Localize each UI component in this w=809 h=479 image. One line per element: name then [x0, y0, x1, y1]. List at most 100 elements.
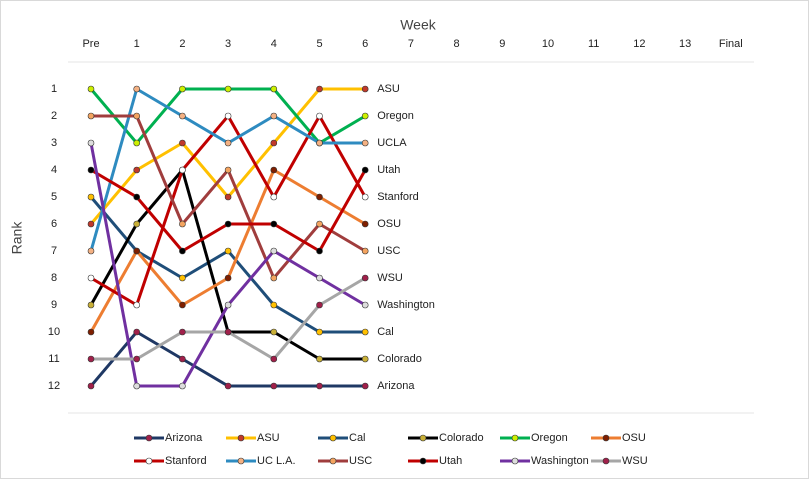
end-label: Cal — [377, 326, 394, 338]
point-marker — [316, 274, 323, 282]
point-marker — [179, 220, 186, 228]
point-marker — [270, 301, 278, 309]
point-marker — [270, 382, 278, 390]
point-marker — [87, 166, 95, 174]
point-marker — [270, 193, 278, 201]
point-marker — [361, 220, 369, 228]
point-marker — [316, 355, 323, 363]
x-tick-label: 1 — [134, 38, 140, 50]
legend-label: Colorado — [439, 432, 484, 444]
point-marker — [224, 193, 232, 201]
point-marker — [87, 355, 95, 363]
legend-label: UC L.A. — [257, 455, 296, 467]
end-label: Colorado — [377, 353, 422, 365]
y-tick-label: 5 — [51, 191, 57, 203]
legend-marker — [602, 434, 610, 442]
point-marker — [87, 328, 95, 336]
point-marker — [179, 382, 186, 390]
point-marker — [179, 355, 186, 363]
x-tick-label: 4 — [271, 38, 277, 50]
legend-marker — [419, 457, 427, 465]
y-tick-label: 2 — [51, 110, 57, 122]
point-marker — [179, 139, 186, 147]
point-marker — [133, 355, 140, 363]
point-marker — [87, 382, 95, 390]
point-marker — [87, 85, 95, 93]
point-marker — [361, 355, 369, 363]
point-marker — [270, 247, 278, 255]
point-marker — [224, 274, 232, 282]
point-marker — [224, 85, 232, 93]
legend-label: OSU — [622, 432, 646, 444]
point-marker — [316, 382, 323, 390]
point-marker — [224, 166, 232, 174]
y-tick-label: 7 — [51, 245, 57, 257]
y-tick-label: 9 — [51, 299, 57, 311]
legend-marker — [145, 434, 153, 442]
point-marker — [133, 139, 140, 147]
x-tick-label: 8 — [454, 38, 460, 50]
point-marker — [87, 193, 95, 201]
point-marker — [270, 139, 278, 147]
legend-label: Cal — [349, 432, 366, 444]
y-tick-label: 12 — [48, 380, 60, 392]
x-tick-label: 3 — [225, 38, 231, 50]
legend-marker — [237, 457, 245, 465]
point-marker — [361, 301, 369, 309]
point-marker — [179, 274, 186, 282]
point-marker — [87, 220, 95, 228]
x-tick-label: 5 — [316, 38, 322, 50]
legend-label: Arizona — [165, 432, 203, 444]
point-marker — [224, 220, 232, 228]
point-marker — [133, 166, 140, 174]
point-marker — [133, 193, 140, 201]
legend-label: Utah — [439, 455, 462, 467]
legend-marker — [419, 434, 427, 442]
x-axis-title: Week — [400, 17, 437, 33]
legend-marker — [145, 457, 153, 465]
point-marker — [133, 85, 140, 93]
legend-label: Stanford — [165, 455, 207, 467]
legend-marker — [602, 457, 610, 465]
end-label: WSU — [377, 272, 403, 284]
legend-label: USC — [349, 455, 372, 467]
point-marker — [361, 328, 369, 336]
y-tick-label: 11 — [48, 353, 59, 365]
point-marker — [361, 85, 369, 93]
point-marker — [361, 382, 369, 390]
point-marker — [270, 274, 278, 282]
point-marker — [316, 139, 323, 147]
legend-label: WSU — [622, 455, 648, 467]
point-marker — [224, 301, 232, 309]
legend-label: Washington — [531, 455, 589, 467]
point-marker — [179, 247, 186, 255]
point-marker — [87, 112, 95, 120]
point-marker — [87, 301, 95, 309]
point-marker — [270, 112, 278, 120]
y-tick-label: 4 — [51, 164, 57, 176]
end-label: UCLA — [377, 137, 407, 149]
point-marker — [133, 220, 140, 228]
legend-marker — [329, 434, 337, 442]
y-tick-label: 1 — [51, 83, 57, 95]
point-marker — [133, 301, 140, 309]
point-marker — [133, 247, 140, 255]
y-tick-label: 6 — [51, 218, 57, 230]
end-label: Oregon — [377, 110, 414, 122]
point-marker — [316, 112, 323, 120]
point-marker — [270, 355, 278, 363]
point-marker — [87, 274, 95, 282]
point-marker — [133, 112, 140, 120]
point-marker — [316, 193, 323, 201]
point-marker — [361, 247, 369, 255]
point-marker — [87, 139, 95, 147]
point-marker — [179, 328, 186, 336]
point-marker — [224, 139, 232, 147]
point-marker — [224, 112, 232, 120]
point-marker — [270, 85, 278, 93]
x-tick-label: 11 — [588, 38, 599, 50]
end-label: Arizona — [377, 380, 415, 392]
legend-marker — [511, 434, 519, 442]
